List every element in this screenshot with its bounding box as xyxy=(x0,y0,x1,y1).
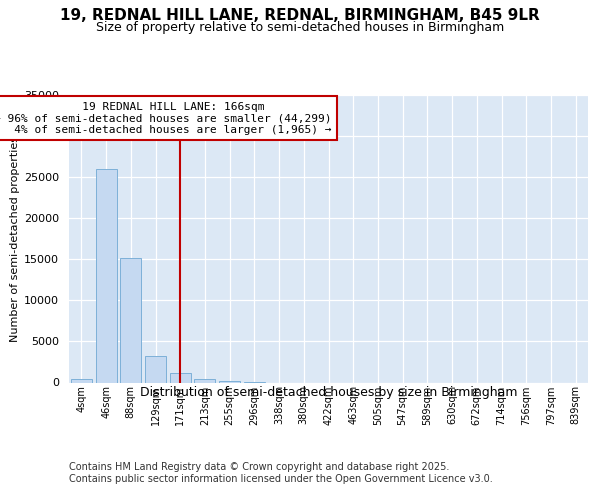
Text: 19 REDNAL HILL LANE: 166sqm
← 96% of semi-detached houses are smaller (44,299)
 : 19 REDNAL HILL LANE: 166sqm ← 96% of sem… xyxy=(0,102,332,135)
Text: Size of property relative to semi-detached houses in Birmingham: Size of property relative to semi-detach… xyxy=(96,21,504,34)
Text: 19, REDNAL HILL LANE, REDNAL, BIRMINGHAM, B45 9LR: 19, REDNAL HILL LANE, REDNAL, BIRMINGHAM… xyxy=(60,8,540,22)
Bar xyxy=(145,356,166,382)
Bar xyxy=(120,258,141,382)
Bar xyxy=(71,379,92,382)
Bar xyxy=(170,372,191,382)
Bar xyxy=(95,169,116,382)
Y-axis label: Number of semi-detached properties: Number of semi-detached properties xyxy=(10,136,20,342)
Text: Contains HM Land Registry data © Crown copyright and database right 2025.
Contai: Contains HM Land Registry data © Crown c… xyxy=(69,462,493,484)
Bar xyxy=(219,381,240,382)
Bar xyxy=(194,379,215,382)
Text: Distribution of semi-detached houses by size in Birmingham: Distribution of semi-detached houses by … xyxy=(140,386,518,399)
